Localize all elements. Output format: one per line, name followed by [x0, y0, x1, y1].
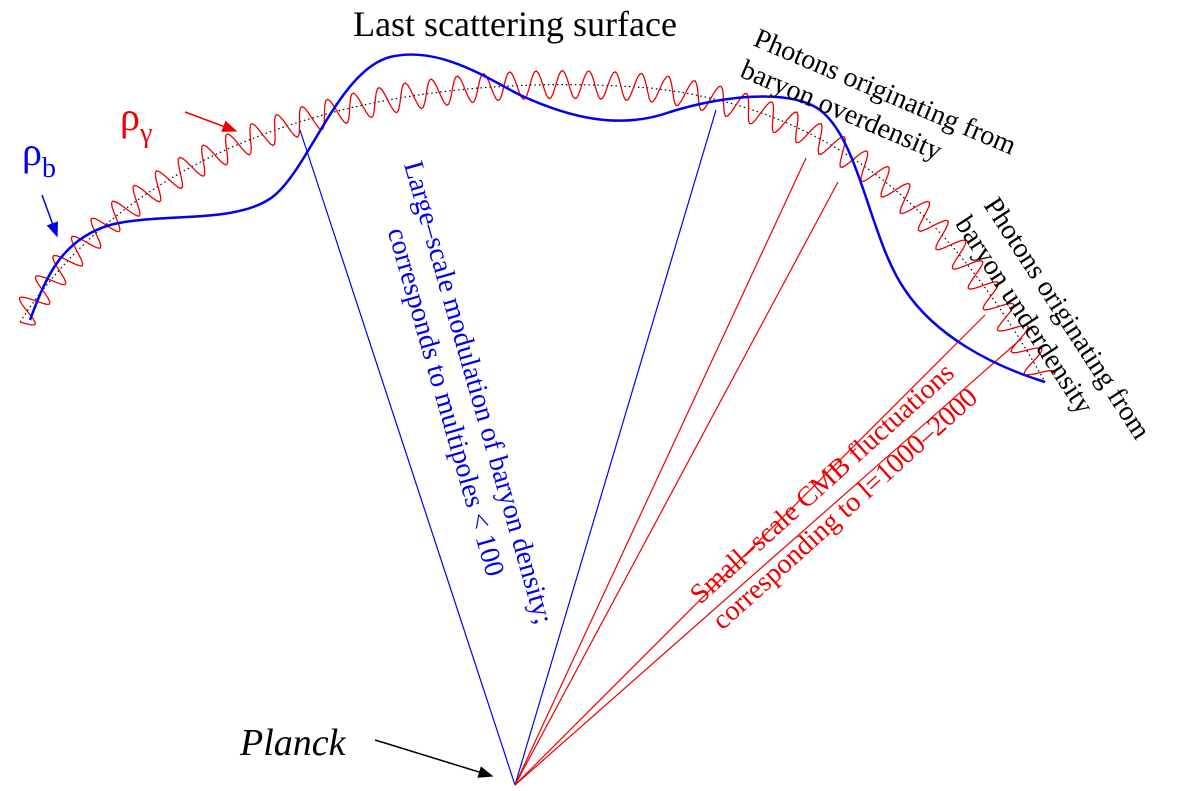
rho-b: ρb: [22, 129, 56, 184]
baryon-density-curve: [28, 53, 1046, 384]
red-line: [514, 181, 839, 786]
underdensity-label: Photons originating from baryon underden…: [949, 192, 1157, 445]
small-scale-label: Small–scale CMB fluctuations correspondi…: [684, 357, 984, 636]
planck-label: Planck: [239, 722, 347, 764]
blue-line: [514, 109, 717, 786]
red-line: [514, 337, 1023, 786]
label-line: Small–scale CMB fluctuations: [684, 357, 960, 610]
arrow: [41, 194, 58, 238]
blue-line: [299, 129, 516, 786]
arrow: [374, 739, 494, 778]
rho-gamma: ργ: [120, 94, 152, 149]
label-line: corresponding to l=1000–2000: [706, 382, 984, 636]
photon-density-curve: [18, 69, 1057, 376]
sight-lines: [299, 109, 1023, 786]
overdensity-label: Photons originating from baryon overdens…: [736, 23, 1021, 167]
arrow: [184, 111, 238, 132]
red-line: [514, 157, 807, 786]
red-line: [514, 314, 986, 786]
large-scale-label: Large–scale modulation of baryon density…: [381, 158, 559, 628]
title: Last scattering surface: [353, 4, 677, 44]
